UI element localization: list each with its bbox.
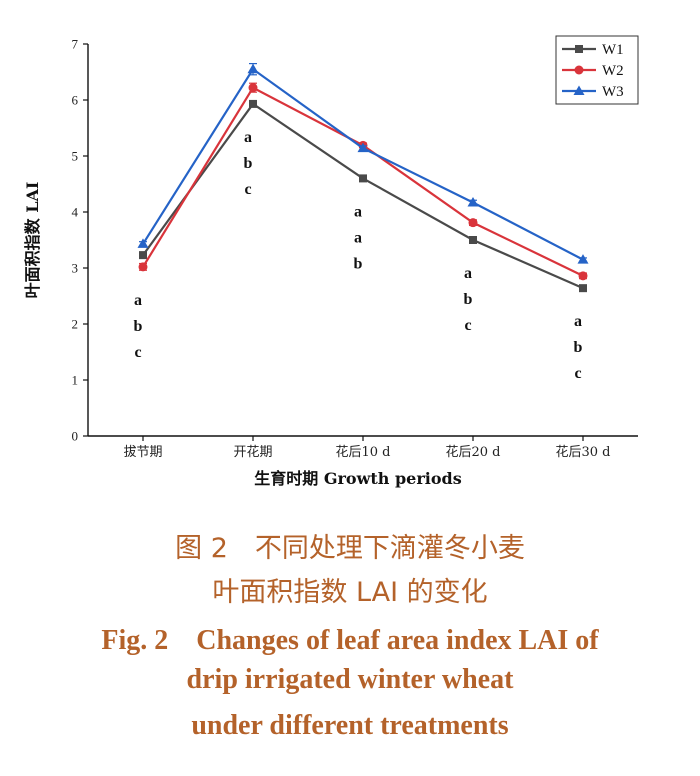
significance-letter: c	[244, 181, 251, 198]
data-point	[138, 262, 148, 272]
y-tick-label: 5	[72, 149, 79, 164]
legend-label: W2	[602, 63, 624, 79]
y-tick-label: 1	[72, 373, 79, 388]
data-point	[248, 83, 258, 93]
x-tick-label: 花后20 d	[446, 444, 501, 460]
legend-label: W3	[602, 84, 624, 100]
data-point	[247, 63, 259, 74]
significance-letter: a	[464, 265, 472, 282]
significance-letter: b	[134, 318, 143, 335]
caption-cn-line1: 图 2 不同处理下滴灌冬小麦	[175, 533, 525, 564]
legend-marker	[575, 45, 583, 53]
data-point	[578, 271, 588, 281]
series-w3	[137, 62, 589, 264]
significance-letter: a	[134, 292, 142, 309]
y-tick-label: 7	[72, 37, 79, 52]
y-tick-label: 3	[72, 261, 79, 276]
series-layer	[137, 62, 589, 293]
data-point	[359, 174, 367, 183]
y-tick-label: 2	[72, 317, 79, 332]
legend-label: W1	[602, 42, 624, 58]
caption-cn-line2: 叶面积指数 LAI 的变化	[212, 577, 488, 608]
data-point	[467, 196, 479, 207]
data-point	[249, 99, 257, 108]
series-w1	[139, 99, 587, 293]
legend-item-w2: W2	[562, 63, 624, 79]
legend-item-w3: W3	[562, 84, 624, 100]
legend-marker	[573, 85, 585, 95]
x-tick-label: 花后30 d	[556, 444, 611, 460]
significance-letter: a	[354, 229, 362, 246]
x-tick-label: 拔节期	[123, 445, 162, 460]
significance-letter: c	[464, 317, 471, 334]
significance-letter: a	[574, 313, 582, 330]
legend: W1 W2 W3	[555, 35, 639, 105]
caption-en-line2: drip irrigated winter wheat	[186, 664, 514, 695]
significance-letter: a	[354, 203, 362, 220]
significance-letter: b	[464, 291, 473, 308]
y-tick-label: 0	[72, 429, 79, 444]
significance-letter: b	[574, 339, 583, 356]
x-axis-title: 生育时期 Growth periods	[254, 469, 461, 488]
y-tick-label: 4	[72, 205, 79, 220]
data-point	[357, 142, 369, 153]
caption-en-line3: under different treatments	[191, 710, 509, 741]
caption-en-line1: Fig. 2 Changes of leaf area index LAI of	[101, 625, 599, 656]
significance-letter: c	[134, 344, 141, 361]
data-point	[468, 218, 478, 228]
axes: 0 1 2 3 4 5 6 7 拔节期 开花期 花后10 d 花后20 d 花后30 d	[72, 37, 638, 460]
significance-letter: a	[244, 129, 252, 146]
data-point	[577, 254, 589, 264]
significance-letter: b	[354, 255, 363, 272]
data-point	[139, 251, 147, 260]
series-line	[142, 102, 584, 290]
x-tick-label: 开花期	[233, 444, 272, 460]
legend-marker	[574, 65, 584, 75]
y-tick-label: 6	[72, 93, 79, 108]
x-tick-label: 花后10 d	[336, 444, 391, 460]
data-point	[469, 236, 477, 244]
legend-item-w1: W1	[562, 42, 624, 58]
significance-letter: c	[574, 365, 581, 382]
data-point	[579, 284, 587, 293]
significance-letter: b	[244, 155, 253, 172]
data-point	[137, 238, 149, 248]
y-axis-title: 叶面积指数 LAI	[23, 182, 42, 299]
